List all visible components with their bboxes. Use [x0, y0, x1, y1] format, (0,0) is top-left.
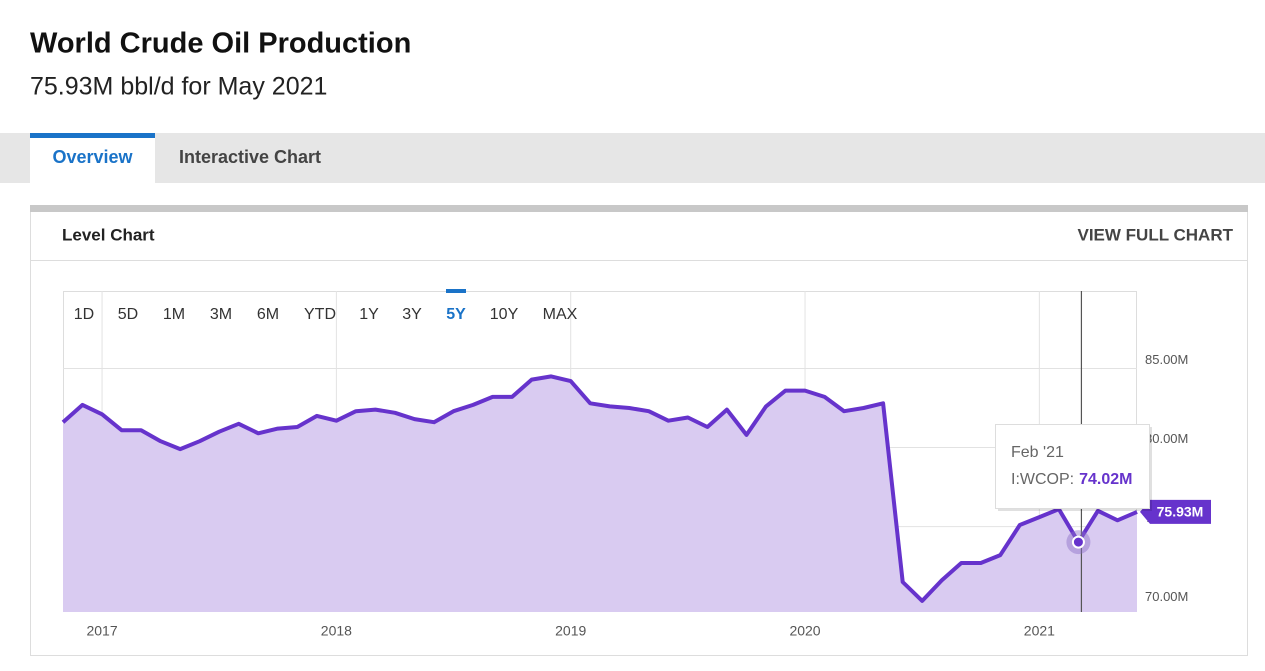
view-full-chart[interactable]: VIEW FULL CHART: [1077, 225, 1233, 244]
panel-title: Level Chart: [62, 225, 155, 244]
range-button[interactable]: 5Y: [446, 306, 466, 323]
line: [61, 374, 1138, 603]
range-button[interactable]: YTD: [304, 306, 336, 323]
x-tick-label: 2017: [86, 623, 117, 639]
y-tick-label: 85.00M: [1145, 352, 1188, 367]
panel-top-bar: [30, 205, 1248, 212]
tab[interactable]: Interactive Chart: [179, 147, 321, 167]
range-active-indicator: [446, 289, 466, 293]
tooltip-series-label: I:WCOP:: [1011, 471, 1074, 488]
range-button[interactable]: 1Y: [359, 306, 379, 323]
tab-bar: [0, 133, 1265, 183]
range-button[interactable]: 1M: [163, 306, 185, 323]
tab[interactable]: Overview: [52, 147, 133, 167]
tab-active-bg: [30, 137, 155, 183]
tooltip-date: Feb '21: [1011, 444, 1064, 461]
y-tick-label: 70.00M: [1145, 589, 1188, 604]
last-value-badge: [1140, 499, 1211, 524]
range-button[interactable]: 6M: [257, 306, 279, 323]
range-button[interactable]: 3M: [210, 306, 232, 323]
area: [63, 376, 1137, 612]
range-button[interactable]: 5D: [118, 306, 138, 323]
range-button[interactable]: MAX: [543, 306, 578, 323]
range-button[interactable]: 1D: [74, 306, 94, 323]
x-tick-label: 2020: [789, 623, 820, 639]
hover-point: [1071, 535, 1085, 549]
tooltip-value-row: I:WCOP: 74.02M: [1011, 471, 1132, 488]
tab-active-indicator: [30, 133, 155, 138]
page-title: World Crude Oil Production: [30, 28, 411, 60]
tooltip-value: 74.02M: [1079, 471, 1132, 488]
x-tick-label: 2021: [1024, 623, 1055, 639]
range-button[interactable]: 10Y: [490, 306, 519, 323]
tooltip: [995, 424, 1150, 509]
x-tick-label: 2019: [555, 623, 586, 639]
page-subtitle: 75.93M bbl/d for May 2021: [30, 73, 327, 101]
y-tick-label: 80.00M: [1145, 431, 1188, 446]
range-button[interactable]: 3Y: [402, 306, 422, 323]
last-value-label: 75.93M: [1157, 504, 1204, 520]
x-tick-label: 2018: [321, 623, 352, 639]
